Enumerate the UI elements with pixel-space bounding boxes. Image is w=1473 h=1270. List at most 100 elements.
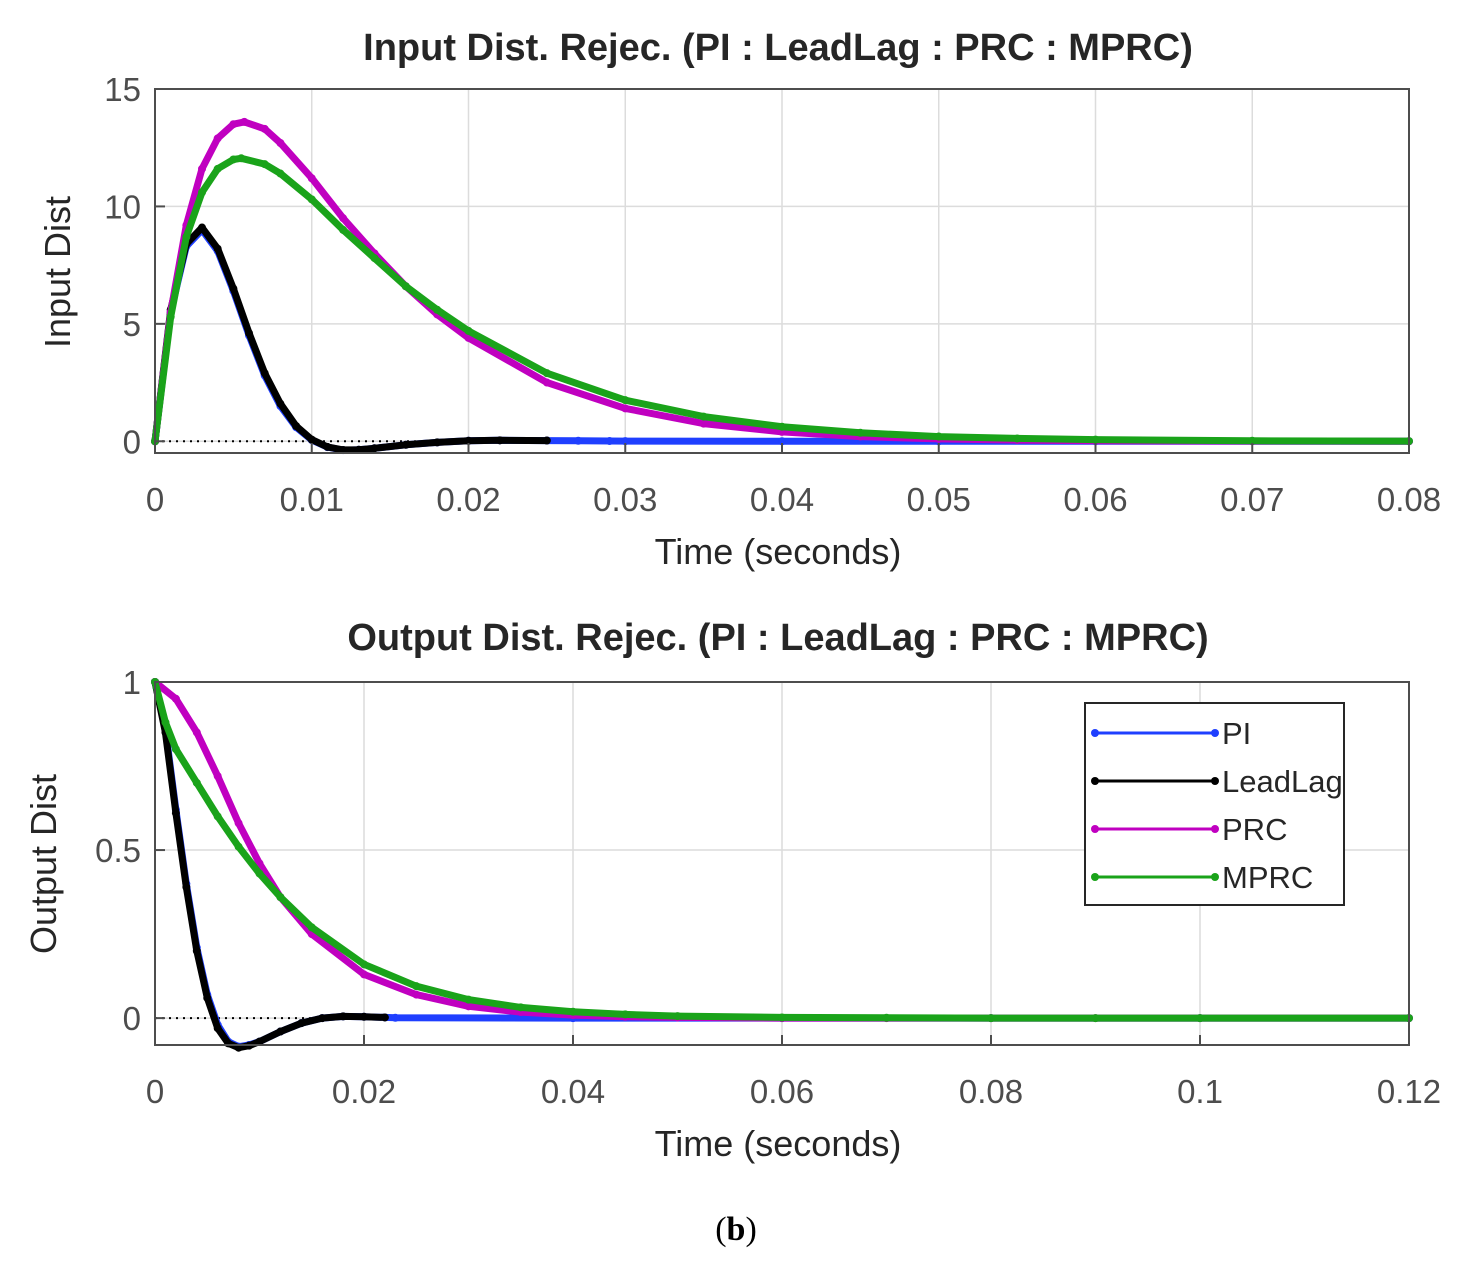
data-point-leadlag: [464, 436, 473, 445]
y-tick-label: 10: [104, 188, 141, 225]
data-point-leadlag: [213, 244, 222, 253]
data-point-prc: [542, 378, 551, 387]
data-point-leadlag: [380, 1013, 389, 1022]
legend-entries: PI LeadLag PRC MPRC: [1091, 716, 1343, 895]
y-tick-label: 15: [104, 71, 141, 108]
legend: PI LeadLag PRC MPRC: [1084, 702, 1345, 906]
data-point-prc: [621, 404, 630, 413]
data-point-mprc: [673, 1012, 682, 1021]
data-point-mprc: [339, 225, 348, 234]
legend-marker: [1211, 873, 1219, 881]
x-tick-label: 0.08: [959, 1073, 1023, 1110]
data-point-mprc: [1091, 1014, 1100, 1023]
data-point-leadlag: [495, 436, 504, 445]
data-point-mprc: [307, 195, 316, 204]
data-point-mprc: [464, 995, 473, 1004]
data-point-prc: [699, 419, 708, 428]
data-point-prc: [260, 124, 269, 133]
data-point-leadlag: [307, 435, 316, 444]
data-point-mprc: [307, 923, 316, 932]
data-point-mprc: [778, 1013, 786, 1022]
data-point-mprc: [360, 960, 368, 969]
legend-label-pi: PI: [1222, 716, 1251, 751]
data-point-prc: [464, 1002, 473, 1011]
data-point-mprc: [1013, 434, 1022, 443]
series-line-leadlag: [151, 224, 551, 454]
data-point-mprc: [464, 326, 473, 335]
data-point-mprc: [255, 869, 264, 878]
series-line-mprc: [151, 678, 1413, 1022]
data-point-mprc: [276, 893, 285, 902]
data-point-mprc: [1091, 435, 1100, 444]
legend-marker: [1211, 729, 1219, 737]
data-point-mprc: [234, 842, 243, 851]
data-point-pi: [391, 1013, 400, 1022]
legend-marker: [1091, 873, 1099, 881]
data-point-prc: [276, 139, 285, 148]
data-point-prc: [213, 134, 222, 143]
data-point-prc: [192, 728, 201, 737]
x-tick-label: 0.08: [1377, 481, 1441, 518]
caption-open-paren: (: [715, 1211, 726, 1248]
chart-title: Output Dist. Rejec. (PI : LeadLag : PRC …: [347, 617, 1208, 659]
data-point-mprc: [166, 312, 175, 321]
data-point-pi: [574, 436, 583, 445]
data-point-leadlag: [203, 993, 212, 1002]
y-tick-label: 0: [123, 1000, 141, 1037]
data-point-mprc: [192, 778, 201, 787]
data-point-leadlag: [260, 369, 269, 378]
x-tick-labels: 0 0.01 0.02 0.03 0.04 0.05 0.06 0.07 0.08: [146, 443, 1441, 518]
data-point-mprc: [621, 1010, 630, 1019]
caption-close-paren: ): [745, 1211, 756, 1248]
x-tick-label: 0.04: [750, 481, 814, 518]
data-point-prc: [307, 174, 316, 183]
data-point-mprc: [229, 155, 238, 164]
data-point-leadlag: [292, 421, 301, 430]
legend-marker: [1211, 825, 1219, 833]
data-point-leadlag: [224, 1039, 233, 1048]
data-point-leadlag: [192, 946, 201, 955]
figure-caption: (b): [715, 1211, 757, 1248]
x-tick-label: 0: [146, 1073, 164, 1110]
data-point-leadlag: [182, 883, 191, 892]
x-tick-label: 0.1: [1177, 1073, 1223, 1110]
data-point-pi: [621, 437, 630, 446]
series-layer: [151, 678, 1413, 1052]
data-point-leadlag: [198, 223, 207, 232]
data-point-mprc: [182, 232, 191, 241]
data-point-mprc: [882, 1013, 891, 1022]
data-point-mprc: [161, 718, 170, 727]
y-tick-labels: 0 5 10 15: [104, 71, 165, 460]
y-axis-label: Output Dist: [23, 774, 64, 954]
x-tick-label: 0.01: [280, 481, 344, 518]
grid: [155, 89, 1409, 453]
y-tick-label: 1: [123, 664, 141, 701]
input-dist-panel: Input Dist. Rejec. (PI : LeadLag : PRC :…: [37, 27, 1441, 572]
data-point-leadlag: [171, 809, 180, 818]
data-point-mprc: [621, 396, 630, 405]
y-tick-labels: 00.51: [95, 664, 165, 1037]
data-point-mprc: [433, 305, 442, 314]
x-tick-label: 0.02: [436, 481, 500, 518]
output-dist-panel: Output Dist. Rejec. (PI : LeadLag : PRC …: [23, 617, 1441, 1164]
data-point-mprc: [213, 812, 222, 821]
data-point-mprc: [934, 432, 943, 441]
y-tick-label: 0: [123, 423, 141, 460]
data-point-pi: [778, 437, 786, 446]
chart-title: Input Dist. Rejec. (PI : LeadLag : PRC :…: [363, 27, 1193, 69]
data-point-leadlag: [433, 438, 442, 447]
x-tick-labels: 0 0.02 0.04 0.06 0.08 0.1 0.12: [146, 1035, 1441, 1110]
data-point-mprc: [569, 1007, 577, 1016]
data-point-prc: [229, 120, 238, 129]
data-point-mprc: [987, 1014, 995, 1023]
data-point-leadlag: [354, 445, 363, 454]
data-point-mprc: [276, 169, 285, 178]
data-point-mprc: [412, 982, 421, 991]
data-point-leadlag: [339, 1012, 348, 1021]
data-point-prc: [234, 819, 243, 828]
data-point-mprc: [542, 369, 551, 378]
data-point-leadlag: [339, 445, 348, 454]
data-point-mprc: [171, 745, 180, 754]
x-tick-label: 0.12: [1377, 1073, 1441, 1110]
data-point-mprc: [778, 422, 786, 431]
